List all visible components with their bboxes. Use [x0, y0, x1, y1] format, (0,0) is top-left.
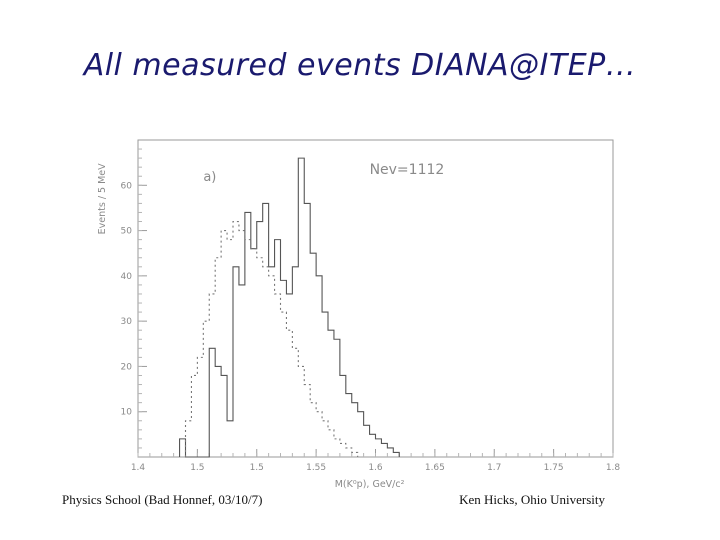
x-tick-label: 1.6	[368, 463, 383, 473]
histogram-panel: 1.4 1.5 1.5 1.55 1.6 1.65 1.7 1.75 1.8 10 20 30 40 50…	[95, 135, 625, 497]
x-tick-label: 1.65	[425, 463, 445, 473]
x-tick-label: 1.8	[606, 463, 621, 473]
x-axis-title: M(K⁰p), GeV/c²	[335, 479, 405, 490]
histogram-dotted-series	[184, 220, 359, 457]
x-tick-label: 1.4	[131, 463, 146, 473]
y-tick-label: 30	[121, 317, 133, 327]
histogram-chart: 1.4 1.5 1.5 1.55 1.6 1.65 1.7 1.75 1.8 10 20 30 40 50…	[97, 139, 621, 490]
nev-annotation: Nev=1112	[370, 162, 445, 178]
y-tick-label: 40	[121, 272, 133, 282]
x-tick-label: 1.5	[190, 463, 204, 473]
y-tick-label: 20	[121, 362, 133, 372]
slide-title: All measured events DIANA@ITEP…	[83, 48, 637, 83]
x-tick-label: 1.75	[544, 463, 564, 473]
y-tick-label: 60	[121, 181, 133, 191]
panel-label: a)	[203, 170, 216, 185]
x-tick-label: 1.5	[250, 463, 264, 473]
footer-source: Physics School (Bad Honnef, 03/10/7)	[62, 492, 263, 507]
y-tick-label: 10	[121, 408, 133, 418]
footer-author: Ken Hicks, Ohio University	[459, 492, 605, 507]
x-tick-label: 1.55	[306, 463, 326, 473]
histogram-solid-series	[179, 157, 400, 458]
y-axis-title: Events / 5 MeV	[97, 163, 108, 235]
y-tick-label: 50	[121, 227, 133, 237]
x-tick-label: 1.7	[487, 463, 501, 473]
